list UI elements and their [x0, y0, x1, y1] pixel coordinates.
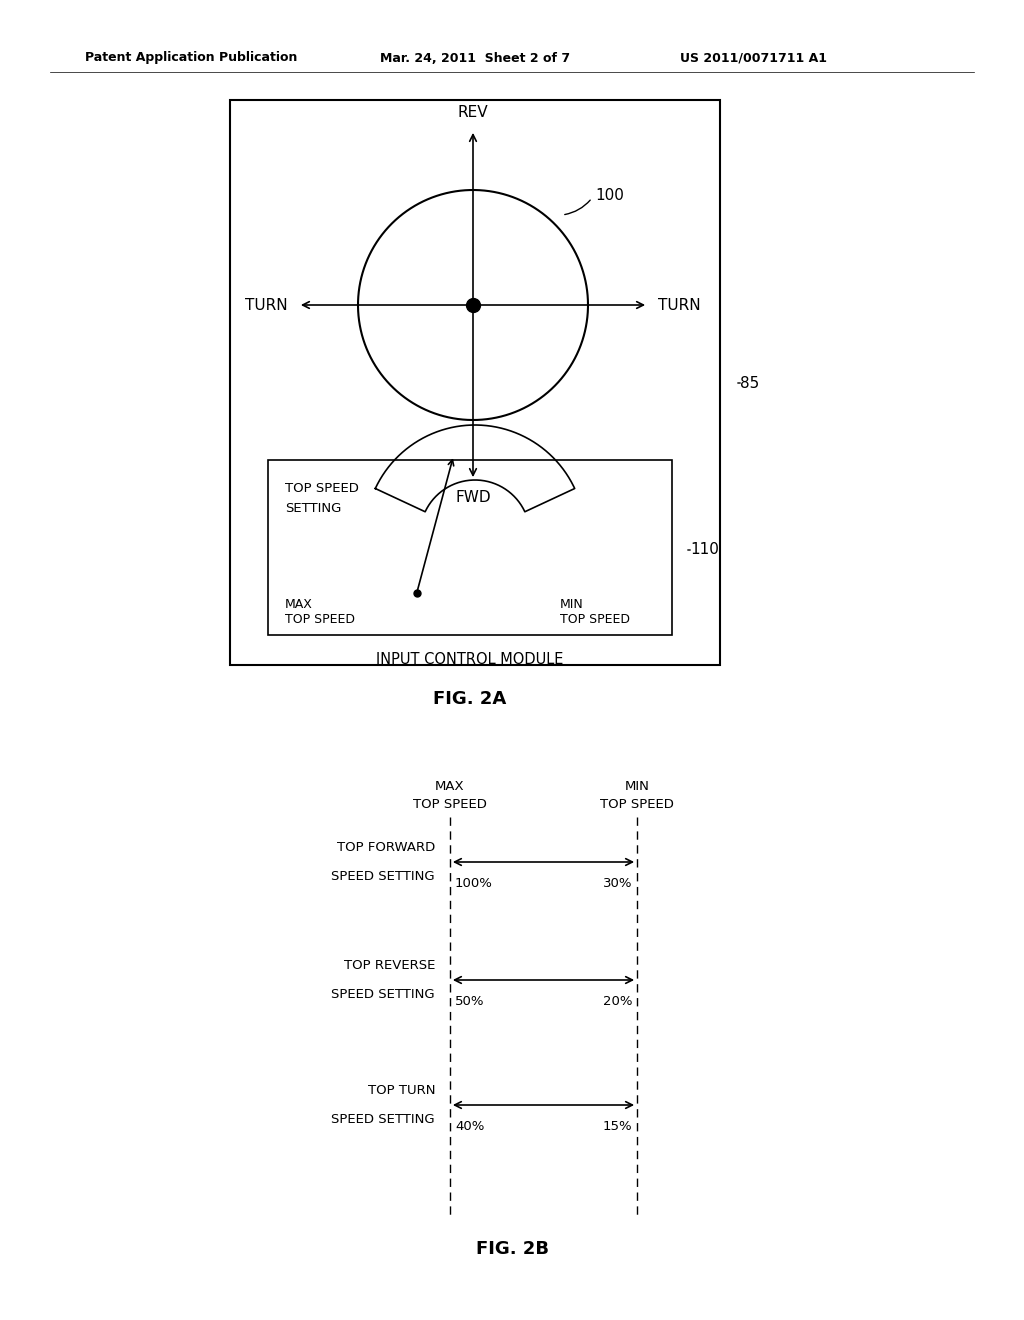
Text: 85: 85	[740, 375, 759, 391]
Text: TOP SPEED: TOP SPEED	[560, 612, 630, 626]
Text: SETTING: SETTING	[285, 502, 341, 515]
Text: TOP SPEED: TOP SPEED	[285, 482, 358, 495]
Text: MIN: MIN	[625, 780, 649, 793]
Text: SPEED SETTING: SPEED SETTING	[332, 1113, 435, 1126]
Text: TURN: TURN	[246, 297, 288, 313]
Text: TOP TURN: TOP TURN	[368, 1084, 435, 1097]
Text: 50%: 50%	[455, 995, 484, 1008]
Text: MIN: MIN	[560, 598, 584, 611]
Text: 110: 110	[690, 543, 719, 557]
Text: 40%: 40%	[455, 1119, 484, 1133]
Text: SPEED SETTING: SPEED SETTING	[332, 870, 435, 883]
Text: TOP SPEED: TOP SPEED	[600, 799, 674, 810]
Text: TOP SPEED: TOP SPEED	[413, 799, 487, 810]
Bar	[230, 100, 720, 665]
Bar	[268, 459, 672, 635]
Text: MAX: MAX	[285, 598, 313, 611]
Text: Mar. 24, 2011  Sheet 2 of 7: Mar. 24, 2011 Sheet 2 of 7	[380, 51, 570, 65]
Text: 100%: 100%	[455, 876, 493, 890]
Text: TOP FORWARD: TOP FORWARD	[337, 841, 435, 854]
Text: INPUT CONTROL MODULE: INPUT CONTROL MODULE	[376, 652, 563, 667]
Text: Patent Application Publication: Patent Application Publication	[85, 51, 297, 65]
Text: MAX: MAX	[435, 780, 465, 793]
Text: TOP REVERSE: TOP REVERSE	[344, 960, 435, 972]
Text: SPEED SETTING: SPEED SETTING	[332, 987, 435, 1001]
Text: FWD: FWD	[456, 490, 490, 506]
Text: REV: REV	[458, 106, 488, 120]
Text: 20%: 20%	[602, 995, 632, 1008]
Text: FIG. 2A: FIG. 2A	[433, 690, 507, 708]
Text: TOP SPEED: TOP SPEED	[285, 612, 355, 626]
Text: 100: 100	[595, 187, 624, 202]
Text: TURN: TURN	[658, 297, 700, 313]
Text: 30%: 30%	[602, 876, 632, 890]
Text: 15%: 15%	[602, 1119, 632, 1133]
Text: FIG. 2B: FIG. 2B	[475, 1239, 549, 1258]
Text: US 2011/0071711 A1: US 2011/0071711 A1	[680, 51, 827, 65]
